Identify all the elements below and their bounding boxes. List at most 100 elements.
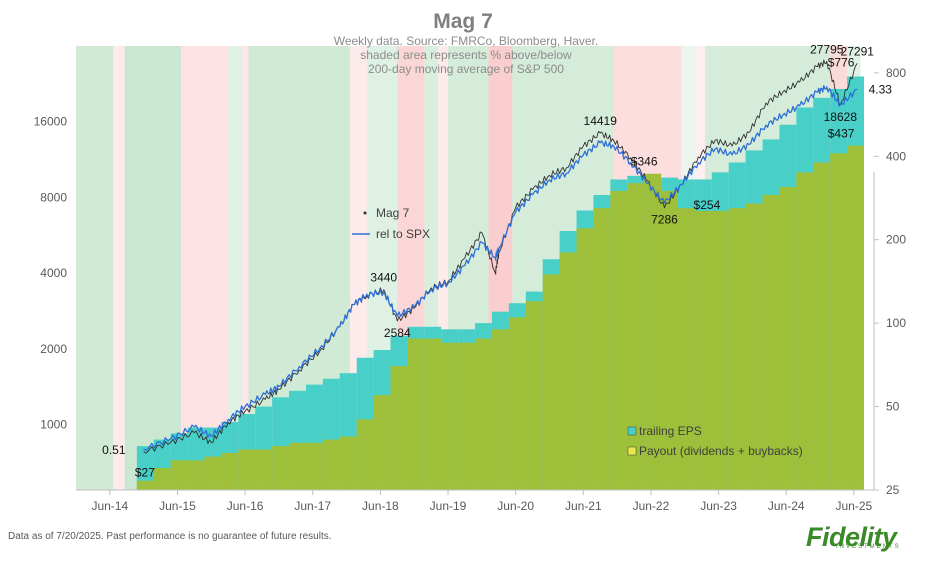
payout-bar-41 bbox=[830, 153, 848, 490]
annotation-6: 27291 bbox=[841, 44, 875, 58]
annotation-0: 0.51 bbox=[102, 443, 126, 457]
payout-bar-35 bbox=[728, 208, 746, 490]
annotation-3: 14419 bbox=[584, 114, 618, 128]
payout-bar-40 bbox=[813, 162, 831, 490]
payout-bar-11 bbox=[322, 439, 340, 490]
payout-bar-30 bbox=[644, 173, 662, 490]
payout-bar-25 bbox=[559, 252, 577, 490]
annotation-4: 7286 bbox=[651, 213, 678, 227]
footer-note: Data as of 7/20/2025. Past performance i… bbox=[8, 531, 332, 542]
payout-bar-9 bbox=[289, 442, 306, 490]
annotation-5: 27795 bbox=[810, 42, 844, 56]
legend-rel-label: rel to SPX bbox=[376, 227, 430, 241]
left-tick-label: 8000 bbox=[40, 190, 67, 204]
annotation-8: 4.33 bbox=[869, 82, 893, 96]
legend-payout-label: Payout (dividends + buybacks) bbox=[639, 444, 803, 458]
payout-bar-23 bbox=[525, 301, 543, 490]
x-tick-label: Jun-24 bbox=[768, 499, 805, 513]
shade-band-3 bbox=[180, 46, 229, 490]
payout-bar-36 bbox=[745, 203, 763, 490]
logo-wordmark: Fidelity bbox=[806, 522, 897, 552]
chart-subtitle-line-2: 200-day moving average of S&P 500 bbox=[368, 62, 564, 76]
annotation-7: 18628 bbox=[824, 110, 858, 124]
logo-tagline: INVESTMENTS bbox=[836, 544, 901, 550]
annotation-12: $776 bbox=[828, 56, 855, 70]
right-tick-label: 50 bbox=[886, 400, 900, 414]
x-tick-label: Jun-25 bbox=[836, 499, 873, 513]
shade-band-0 bbox=[76, 46, 114, 490]
payout-bar-37 bbox=[762, 194, 780, 490]
right-tick-label: 100 bbox=[886, 316, 906, 330]
payout-bar-32 bbox=[677, 208, 695, 490]
payout-bar-15 bbox=[390, 366, 408, 490]
shade-band-11 bbox=[437, 46, 449, 490]
legend-eps-swatch bbox=[627, 426, 637, 436]
chart-title: Mag 7 bbox=[433, 10, 493, 33]
shade-band-4 bbox=[228, 46, 242, 490]
right-tick-label: 200 bbox=[886, 233, 906, 247]
payout-bar-42 bbox=[847, 145, 864, 490]
payout-bar-21 bbox=[491, 329, 509, 490]
shade-band-5 bbox=[241, 46, 249, 490]
payout-bar-26 bbox=[576, 228, 594, 490]
left-tick-label: 1000 bbox=[40, 418, 67, 432]
legend-mag7-marker bbox=[363, 211, 367, 215]
payout-bar-12 bbox=[339, 436, 357, 490]
payout-bar-6 bbox=[238, 449, 256, 490]
x-tick-label: Jun-23 bbox=[700, 499, 737, 513]
x-tick-label: Jun-17 bbox=[294, 499, 331, 513]
right-tick-label: 25 bbox=[886, 483, 900, 497]
payout-bar-39 bbox=[796, 172, 814, 490]
annotation-2: 2584 bbox=[384, 326, 411, 340]
x-tick-label: Jun-14 bbox=[91, 499, 128, 513]
eps-bar-0 bbox=[136, 446, 154, 490]
left-tick-label: 2000 bbox=[40, 342, 67, 356]
chart-subtitle-line-0: Weekly data. Source: FMRCo, Bloomberg, H… bbox=[334, 34, 599, 48]
payout-bar-14 bbox=[373, 395, 391, 490]
x-tick-label: Jun-15 bbox=[159, 499, 196, 513]
payout-bar-1 bbox=[153, 468, 171, 490]
payout-bar-34 bbox=[711, 210, 729, 490]
payout-bar-31 bbox=[661, 190, 678, 490]
payout-bar-22 bbox=[508, 317, 526, 490]
rel-spx-line bbox=[143, 85, 858, 451]
payout-bar-7 bbox=[255, 449, 273, 490]
legend-eps-label: trailing EPS bbox=[639, 424, 702, 438]
payout-bar-16 bbox=[407, 338, 425, 490]
annotation-13: $437 bbox=[828, 127, 855, 141]
legend-mag7-label: Mag 7 bbox=[376, 206, 410, 220]
chart-subtitle-line-1: shaded area represents % above/below bbox=[360, 48, 572, 62]
left-tick-label: 4000 bbox=[40, 266, 67, 280]
payout-bar-4 bbox=[204, 456, 222, 490]
x-tick-label: Jun-19 bbox=[430, 499, 467, 513]
shade-band-1 bbox=[113, 46, 125, 490]
payout-bar-20 bbox=[475, 338, 492, 490]
x-tick-label: Jun-16 bbox=[227, 499, 264, 513]
payout-bar-0 bbox=[136, 480, 154, 490]
right-tick-label: 800 bbox=[886, 66, 906, 80]
annotation-10: $346 bbox=[631, 155, 658, 169]
payout-bar-17 bbox=[424, 338, 442, 490]
annotation-1: 3440 bbox=[370, 271, 397, 285]
payout-bar-5 bbox=[221, 452, 239, 490]
payout-bar-13 bbox=[356, 419, 374, 490]
fidelity-logo: Fidelity INVESTMENTS bbox=[806, 524, 946, 552]
payout-bar-28 bbox=[610, 190, 628, 490]
payout-bar-8 bbox=[272, 446, 290, 490]
x-tick-label: Jun-21 bbox=[565, 499, 602, 513]
shade-band-2 bbox=[124, 46, 181, 490]
payout-bar-10 bbox=[305, 442, 323, 490]
right-tick-label: 400 bbox=[886, 149, 906, 163]
x-tick-label: Jun-20 bbox=[497, 499, 534, 513]
left-tick-label: 16000 bbox=[34, 115, 68, 129]
payout-bar-19 bbox=[458, 342, 476, 490]
annotation-11: $254 bbox=[694, 198, 721, 212]
legend-payout-swatch bbox=[627, 446, 637, 456]
annotation-9: $27 bbox=[135, 466, 155, 480]
payout-bar-27 bbox=[593, 208, 611, 490]
payout-bar-18 bbox=[441, 342, 459, 490]
payout-bar-29 bbox=[627, 183, 645, 491]
x-tick-label: Jun-22 bbox=[633, 499, 670, 513]
